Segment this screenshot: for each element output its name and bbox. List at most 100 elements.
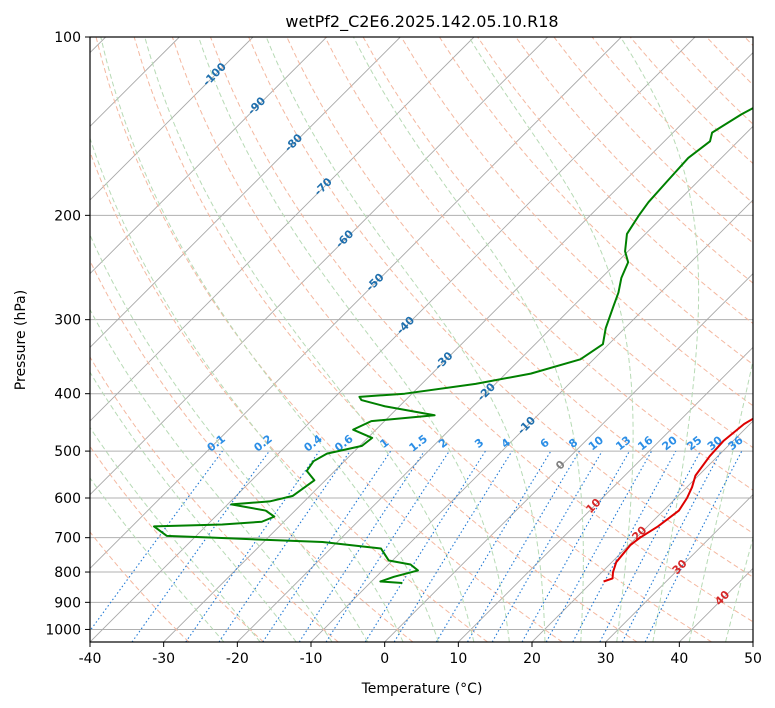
temperature-profile-line [603, 417, 753, 583]
x-tick-label: 30 [597, 651, 615, 667]
mixing-ratio-line [393, 450, 513, 642]
mixing-ratio-line [262, 450, 392, 642]
moist-adiabat-line [90, 233, 369, 642]
isotherm-line [90, 37, 401, 348]
mixing-ratio-line [185, 450, 320, 642]
dry-adiabat-line [90, 259, 414, 642]
mixing-ratio-line [298, 450, 425, 642]
y-tick-label: 500 [54, 444, 81, 460]
y-tick-label: 100 [54, 30, 81, 46]
chart-title: wetPf2_C2E6.2025.142.05.10.R18 [285, 12, 558, 32]
dry-adiabat-line [400, 37, 753, 407]
x-tick-label: 20 [523, 651, 541, 667]
y-axis-label: Pressure (hPa) [13, 290, 29, 390]
mixing-ratio-line [545, 450, 653, 642]
mixing-ratio-label: 10 [586, 433, 606, 453]
mixing-ratio-line [131, 450, 270, 642]
moist-adiabat-line [100, 37, 439, 642]
isotherm-line [163, 52, 753, 642]
mixing-ratio-line [599, 450, 702, 642]
dry-adiabat-line [248, 37, 753, 578]
isotherm-label: -30 [432, 349, 455, 372]
y-tick-label: 900 [54, 595, 81, 611]
isotherm-label: 10 [583, 496, 603, 516]
mixing-ratio-label: 4 [499, 436, 513, 451]
mixing-ratio-line [621, 450, 722, 642]
x-tick-label: -10 [300, 651, 323, 667]
dry-adiabat-line [744, 37, 753, 47]
isotherm-label: 30 [670, 557, 690, 577]
dry-adiabat-line [90, 150, 488, 642]
isotherm-label: -50 [363, 271, 386, 294]
moist-adiabat-line [90, 477, 225, 642]
dry-adiabat-line [591, 37, 753, 204]
plot-area: 0.1 0.2 0.4 0.6 1 1.5 2 3 4 6 8 10 13 16 20 25 30 36-100-… [90, 37, 753, 642]
dry-adiabat-line [362, 37, 753, 449]
isotherm-line [679, 567, 753, 642]
isotherm-line [90, 37, 696, 642]
dry-adiabat-line [706, 37, 753, 86]
isotherm-line [90, 37, 548, 496]
mixing-ratio-label: 1 [378, 436, 392, 451]
x-tick-label: -20 [226, 651, 249, 667]
moist-adiabat-line [198, 37, 510, 642]
axes: -40 -30 -20 -10 0 10 20 30 40 5010020030040050060… [45, 30, 762, 667]
dry-adiabat-line [324, 37, 753, 491]
moist-adiabat-line [144, 37, 475, 642]
moist-adiabat-line [620, 37, 700, 642]
isotherm-label: -10 [515, 414, 538, 437]
mixing-ratio-line [572, 450, 677, 642]
dry-adiabat-line [95, 37, 563, 642]
moist-adiabat-line [265, 37, 546, 642]
isotherm-label: -80 [282, 131, 305, 154]
mixing-ratio-label: 3 [472, 436, 486, 451]
y-tick-label: 600 [54, 491, 81, 507]
x-tick-label: -40 [79, 651, 102, 667]
x-tick-label: 0 [380, 651, 389, 667]
moist-adiabat-line [90, 426, 261, 642]
dry-adiabat-line [210, 37, 753, 623]
moist-adiabat-line [90, 136, 404, 642]
isotherm-line [237, 125, 753, 642]
mixing-ratio-line [521, 450, 630, 642]
plot-frame [89, 36, 754, 643]
dry-adiabat-line [439, 37, 753, 366]
isotherm-label: -70 [312, 175, 335, 198]
isotherm-label: 40 [712, 588, 732, 608]
isotherm-line [531, 420, 753, 642]
x-tick-label: 10 [449, 651, 467, 667]
isotherm-line [458, 346, 753, 642]
y-tick-label: 800 [54, 565, 81, 581]
mixing-ratio-label: 16 [635, 433, 655, 453]
isotherm-line [384, 273, 753, 642]
moist-adiabat-line [90, 308, 333, 642]
dewpoint-profile-line [153, 107, 753, 585]
isotherm-label: -60 [333, 227, 356, 250]
mixing-ratio-line [325, 450, 450, 642]
isotherm-label: -100 [200, 60, 229, 89]
isotherm-line [752, 641, 753, 642]
mixing-ratio-label: 6 [538, 436, 552, 451]
y-tick-label: 1000 [45, 622, 81, 638]
dry-adiabat-line [515, 37, 753, 284]
isotherm-line [90, 37, 327, 275]
mixing-ratio-label: 13 [613, 434, 633, 454]
isotherm-line [605, 494, 753, 642]
isotherm-line [90, 37, 475, 422]
x-axis-label: Temperature (°C) [361, 681, 483, 697]
mixing-ratio-line [90, 450, 223, 632]
dry-adiabat-line [90, 445, 264, 642]
y-tick-label: 300 [54, 313, 81, 329]
isotherm-label: 0 [553, 458, 568, 473]
dry-adiabat-line [90, 531, 190, 642]
dry-adiabat-line [553, 37, 753, 244]
mixing-ratio-line [218, 450, 351, 642]
y-tick-label: 200 [54, 208, 81, 224]
moist-adiabat-line [468, 37, 634, 642]
moist-adiabat-line [353, 37, 584, 642]
isotherm-line [90, 37, 254, 201]
x-tick-label: 50 [744, 651, 762, 667]
y-tick-label: 700 [54, 531, 81, 547]
dry-adiabat-line [133, 37, 638, 642]
